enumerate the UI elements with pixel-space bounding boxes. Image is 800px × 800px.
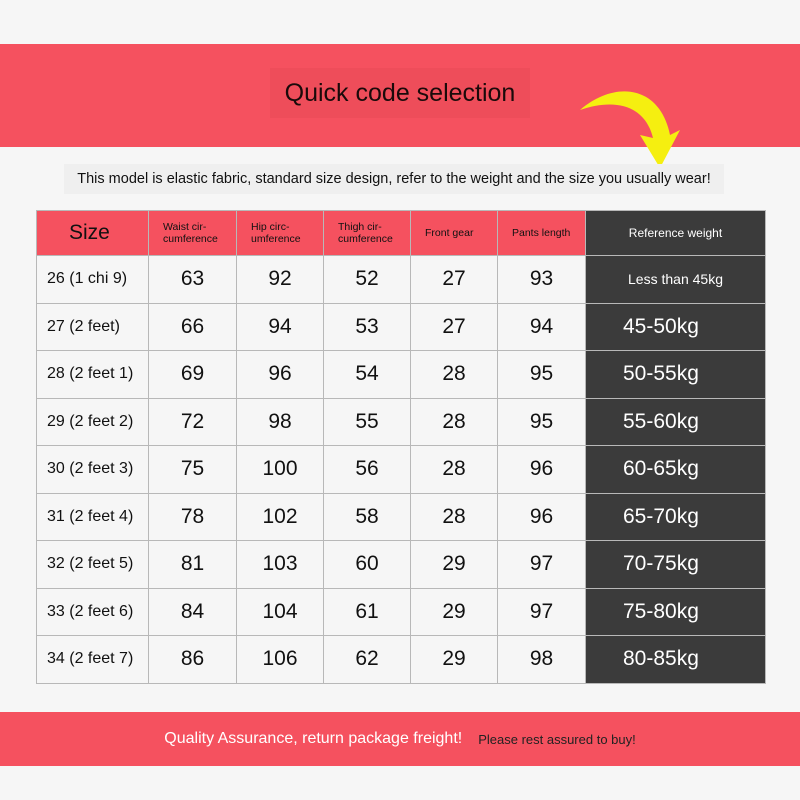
measurement-cell: 96 [236, 350, 324, 399]
measurement-cell: 96 [497, 445, 586, 494]
size-cell: 26 (1 chi 9) [36, 255, 149, 304]
weight-cell: 65-70kg [585, 492, 766, 541]
measurement-cell: 84 [148, 587, 237, 636]
measurement-cell: 53 [323, 302, 411, 351]
table-row: 27 (2 feet) 66 94 53 27 94 45-50kg [36, 302, 766, 351]
measurement-cell: 55 [323, 397, 411, 446]
measurement-cell: 98 [236, 397, 324, 446]
measurement-cell: 102 [236, 492, 324, 541]
table-row: 34 (2 feet 7) 86 106 62 29 98 80-85kg [36, 635, 766, 684]
column-header: Waist cir-cumference [148, 210, 237, 256]
measurement-cell: 52 [323, 255, 411, 304]
measurement-cell: 95 [497, 350, 586, 399]
measurement-cell: 94 [236, 302, 324, 351]
measurement-cell: 93 [497, 255, 586, 304]
measurement-cell: 75 [148, 445, 237, 494]
size-cell: 32 (2 feet 5) [36, 540, 149, 589]
table-row: 31 (2 feet 4) 78 102 58 28 96 65-70kg [36, 492, 766, 541]
column-header: Size [36, 210, 149, 256]
measurement-cell: 78 [148, 492, 237, 541]
measurement-cell: 28 [410, 350, 498, 399]
measurement-cell: 28 [410, 492, 498, 541]
weight-cell: 50-55kg [585, 350, 766, 399]
column-header: Pants length [497, 210, 586, 256]
measurement-cell: 29 [410, 635, 498, 684]
table-header-row: Size Waist cir-cumference Hip circ-umferen… [36, 210, 766, 256]
measurement-cell: 69 [148, 350, 237, 399]
table-row: 33 (2 feet 6) 84 104 61 29 97 75-80kg [36, 587, 766, 636]
measurement-cell: 62 [323, 635, 411, 684]
weight-cell: 55-60kg [585, 397, 766, 446]
measurement-cell: 63 [148, 255, 237, 304]
column-header: Reference weight [585, 210, 766, 256]
size-cell: 33 (2 feet 6) [36, 587, 149, 636]
measurement-cell: 28 [410, 397, 498, 446]
measurement-cell: 100 [236, 445, 324, 494]
weight-cell: 60-65kg [585, 445, 766, 494]
column-header: Front gear [410, 210, 498, 256]
size-cell: 27 (2 feet) [36, 302, 149, 351]
measurement-cell: 27 [410, 302, 498, 351]
measurement-cell: 29 [410, 540, 498, 589]
measurement-cell: 94 [497, 302, 586, 351]
measurement-cell: 54 [323, 350, 411, 399]
table-row: 28 (2 feet 1) 69 96 54 28 95 50-55kg [36, 350, 766, 399]
weight-cell: 75-80kg [585, 587, 766, 636]
measurement-cell: 66 [148, 302, 237, 351]
rest-assured-text: Please rest assured to buy! [478, 731, 636, 747]
measurement-cell: 29 [410, 587, 498, 636]
table-row: 32 (2 feet 5) 81 103 60 29 97 70-75kg [36, 540, 766, 589]
weight-cell: 70-75kg [585, 540, 766, 589]
table-row: 26 (1 chi 9) 63 92 52 27 93 Less than 45kg [36, 255, 766, 304]
size-chart-table: Size Waist cir-cumference Hip circ-umferen… [36, 210, 766, 684]
table-row: 30 (2 feet 3) 75 100 56 28 96 60-65kg [36, 445, 766, 494]
measurement-cell: 72 [148, 397, 237, 446]
subtitle-note: This model is elastic fabric, standard s… [64, 164, 724, 194]
measurement-cell: 81 [148, 540, 237, 589]
curved-arrow-icon [580, 91, 680, 168]
measurement-cell: 61 [323, 587, 411, 636]
footer-banner: Quality Assurance, return package freigh… [0, 712, 800, 766]
measurement-cell: 104 [236, 587, 324, 636]
measurement-cell: 60 [323, 540, 411, 589]
measurement-cell: 96 [497, 492, 586, 541]
size-cell: 28 (2 feet 1) [36, 350, 149, 399]
measurement-cell: 98 [497, 635, 586, 684]
measurement-cell: 97 [497, 587, 586, 636]
measurement-cell: 95 [497, 397, 586, 446]
measurement-cell: 97 [497, 540, 586, 589]
measurement-cell: 27 [410, 255, 498, 304]
measurement-cell: 106 [236, 635, 324, 684]
column-header: Hip circ-umference [236, 210, 324, 256]
measurement-cell: 92 [236, 255, 324, 304]
measurement-cell: 28 [410, 445, 498, 494]
table-row: 29 (2 feet 2) 72 98 55 28 95 55-60kg [36, 397, 766, 446]
size-cell: 31 (2 feet 4) [36, 492, 149, 541]
size-cell: 30 (2 feet 3) [36, 445, 149, 494]
column-header: Thigh cir-cumference [323, 210, 411, 256]
weight-cell: 80-85kg [585, 635, 766, 684]
measurement-cell: 56 [323, 445, 411, 494]
page-title: Quick code selection [270, 68, 530, 118]
size-cell: 29 (2 feet 2) [36, 397, 149, 446]
measurement-cell: 103 [236, 540, 324, 589]
weight-cell: Less than 45kg [585, 255, 766, 304]
size-cell: 34 (2 feet 7) [36, 635, 149, 684]
weight-cell: 45-50kg [585, 302, 766, 351]
measurement-cell: 86 [148, 635, 237, 684]
measurement-cell: 58 [323, 492, 411, 541]
quality-assurance-text: Quality Assurance, return package freigh… [164, 730, 463, 747]
